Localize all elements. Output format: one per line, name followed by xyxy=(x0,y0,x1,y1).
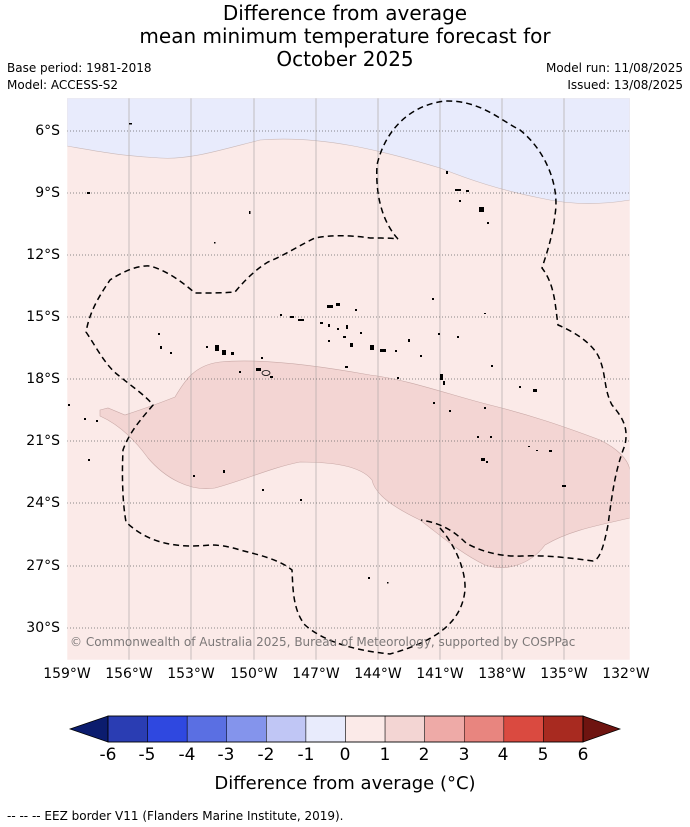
colorbar-segment xyxy=(107,715,148,743)
model-name: Model: ACCESS-S2 xyxy=(7,78,119,92)
colorbar-segment xyxy=(305,715,346,743)
meta-right: Model run: 11/08/2025 Issued: 13/08/2025 xyxy=(546,60,683,94)
lon-tick-147w: 147°W xyxy=(292,666,340,682)
colorbar-segment xyxy=(226,715,267,743)
lat-tick-30s: 30°S xyxy=(26,620,60,636)
colorbar-segment xyxy=(384,715,425,743)
lat-tick-15s: 15°S xyxy=(26,309,60,325)
eez-border-main xyxy=(85,100,627,655)
title-line-2: mean minimum temperature forecast for xyxy=(139,24,551,48)
title-line-1: Difference from average xyxy=(222,1,468,25)
lon-tick-159w: 159°W xyxy=(43,666,91,682)
base-period: Base period: 1981-2018 xyxy=(7,61,152,75)
map-frame xyxy=(66,97,631,661)
islands xyxy=(68,123,566,584)
lon-tick-153w: 153°W xyxy=(167,666,215,682)
colorbar-segment xyxy=(147,715,188,743)
title-line-3: October 2025 xyxy=(276,47,414,71)
lon-tick-132w: 132°W xyxy=(602,666,650,682)
colorbar-high-extension xyxy=(582,715,622,743)
lat-tick-27s: 27°S xyxy=(26,558,60,574)
colorbar-segment xyxy=(543,715,584,743)
cb-tick-minus-4: -4 xyxy=(178,745,196,765)
cb-tick-minus-2: -2 xyxy=(257,745,275,765)
colorbar-segment xyxy=(345,715,386,743)
cb-tick-4: 4 xyxy=(497,745,509,765)
colorbar-segment xyxy=(464,715,505,743)
cb-tick-6: 6 xyxy=(577,745,589,765)
cb-tick-5: 5 xyxy=(537,745,549,765)
colorbar-segment xyxy=(186,715,228,743)
lon-tick-156w: 156°W xyxy=(105,666,153,682)
map-title: Difference from average mean minimum tem… xyxy=(0,2,690,71)
colorbar-outline xyxy=(107,715,584,743)
issued-date: Issued: 13/08/2025 xyxy=(567,78,683,92)
cb-tick-1: 1 xyxy=(379,745,391,765)
region-minus-0-1 xyxy=(67,98,630,204)
lat-tick-18s: 18°S xyxy=(26,371,60,387)
lon-tick-141w: 141°W xyxy=(416,666,464,682)
lat-tick-9s: 9°S xyxy=(35,185,60,201)
lagoon-island xyxy=(261,370,271,376)
lat-tick-12s: 12°S xyxy=(26,247,60,263)
colorbar-segment xyxy=(266,715,307,743)
region-plus-1-2 xyxy=(99,360,630,568)
cb-tick-minus-5: -5 xyxy=(138,745,156,765)
lat-tick-21s: 21°S xyxy=(26,433,60,449)
cb-tick-minus-3: -3 xyxy=(217,745,235,765)
cb-tick-3: 3 xyxy=(458,745,470,765)
cb-tick-2: 2 xyxy=(418,745,430,765)
cb-tick-0: 0 xyxy=(339,745,351,765)
model-run: Model run: 11/08/2025 xyxy=(545,61,683,75)
colorbar xyxy=(68,715,622,743)
lat-tick-6s: 6°S xyxy=(35,123,60,139)
cb-tick-minus-1: -1 xyxy=(297,745,315,765)
colorbar-low-extension xyxy=(68,715,109,743)
latitude-gridlines xyxy=(67,130,630,629)
eez-footnote: -- -- -- EEZ border V11 (Flanders Marine… xyxy=(7,809,344,823)
map-area: © Commonwealth of Australia 2025, Bureau… xyxy=(67,98,630,660)
colorbar-title: Difference from average (°C) xyxy=(214,773,476,794)
lat-tick-24s: 24°S xyxy=(26,495,60,511)
meta-left: Base period: 1981-2018 Model: ACCESS-S2 xyxy=(7,60,152,94)
lon-tick-144w: 144°W xyxy=(354,666,402,682)
colorbar-segment xyxy=(503,715,544,743)
copyright-text: © Commonwealth of Australia 2025, Bureau… xyxy=(70,635,575,649)
cb-tick-minus-6: -6 xyxy=(99,745,117,765)
lon-tick-138w: 138°W xyxy=(478,666,526,682)
lon-tick-150w: 150°W xyxy=(230,666,278,682)
lon-tick-135w: 135°W xyxy=(540,666,588,682)
colorbar-segment xyxy=(424,715,465,743)
